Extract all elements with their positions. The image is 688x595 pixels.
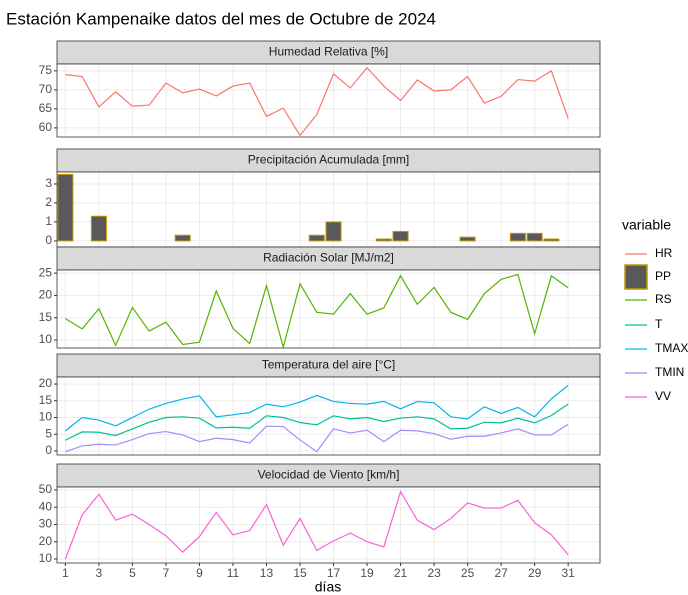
y-tick-label: 1 <box>45 214 52 228</box>
bar <box>543 238 560 242</box>
x-tick-label: 13 <box>260 566 274 580</box>
bar <box>90 215 107 242</box>
y-tick-label: 10 <box>39 551 53 565</box>
strip-title: Temperatura del aire [°C] <box>262 358 396 372</box>
bar <box>375 238 392 242</box>
y-tick-label: 60 <box>39 120 53 134</box>
legend-key <box>624 264 648 290</box>
panel <box>57 377 600 455</box>
y-tick-label: 20 <box>39 534 53 548</box>
x-tick-label: 1 <box>62 566 69 580</box>
line <box>65 423 569 453</box>
y-tick-label: 70 <box>39 82 53 96</box>
x-tick-label: 9 <box>196 566 203 580</box>
y-tick-label: 30 <box>39 517 53 531</box>
legend-label: HR <box>655 246 673 260</box>
y-tick-label: 3 <box>45 176 52 190</box>
legend-label: PP <box>655 269 671 283</box>
y-tick-label: 0 <box>45 233 52 247</box>
y-tick-label: 65 <box>39 101 53 115</box>
strip-title: Precipitación Acumulada [mm] <box>248 153 409 167</box>
line <box>64 490 569 560</box>
bar <box>459 236 476 242</box>
y-tick-label: 20 <box>39 288 53 302</box>
panel <box>57 487 600 563</box>
panel <box>57 64 600 137</box>
panel-border <box>56 486 601 564</box>
line <box>65 384 569 432</box>
bar <box>57 173 74 242</box>
x-tick-label: 7 <box>163 566 170 580</box>
y-tick-label: 0 <box>45 443 52 457</box>
bar <box>174 234 191 242</box>
x-tick-label: 27 <box>494 566 508 580</box>
bar <box>308 234 325 242</box>
strip-title: Humedad Relativa [%] <box>269 45 388 59</box>
y-tick-label: 15 <box>39 310 53 324</box>
x-tick-label: 15 <box>293 566 307 580</box>
x-tick-label: 29 <box>528 566 542 580</box>
y-tick-label: 2 <box>45 195 52 209</box>
x-tick-label: 31 <box>561 566 575 580</box>
y-tick-label: 75 <box>39 63 53 77</box>
y-tick-label: 10 <box>39 332 53 346</box>
y-tick-label: 50 <box>39 482 53 496</box>
line <box>65 273 569 350</box>
y-tick-label: 40 <box>39 499 53 513</box>
x-tick-label: 23 <box>427 566 441 580</box>
legend-label: TMIN <box>655 365 684 379</box>
x-tick-label: 19 <box>360 566 374 580</box>
legend-title: variable <box>622 217 671 233</box>
legend-label: TMAX <box>655 341 688 355</box>
panel-border <box>56 269 601 349</box>
strip-title: Velocidad de Viento [km/h] <box>258 468 400 482</box>
panel <box>57 270 600 348</box>
y-tick-label: 25 <box>39 265 53 279</box>
legend-label: VV <box>655 389 671 403</box>
x-tick-label: 11 <box>227 566 240 580</box>
strip-title: Radiación Solar [MJ/m2] <box>263 251 394 265</box>
x-tick-label: 5 <box>129 566 136 580</box>
line <box>65 66 569 137</box>
legend-label: RS <box>655 292 672 306</box>
x-axis-label: días <box>315 579 341 595</box>
legend-label: T <box>655 317 663 331</box>
chart-title: Estación Kampenaike datos del mes de Oct… <box>6 9 436 28</box>
x-tick-label: 25 <box>461 566 475 580</box>
x-tick-label: 21 <box>394 566 408 580</box>
y-tick-label: 5 <box>45 426 52 440</box>
bar <box>392 230 409 242</box>
panel-border <box>56 376 601 456</box>
x-tick-label: 3 <box>96 566 103 580</box>
panel-border <box>56 63 601 138</box>
bar <box>526 232 543 242</box>
line <box>65 403 569 441</box>
bar <box>509 232 526 242</box>
y-tick-label: 15 <box>39 393 53 407</box>
y-tick-label: 10 <box>39 410 53 424</box>
y-tick-label: 20 <box>39 376 53 390</box>
x-tick-label: 17 <box>327 566 341 580</box>
bar <box>325 221 342 242</box>
